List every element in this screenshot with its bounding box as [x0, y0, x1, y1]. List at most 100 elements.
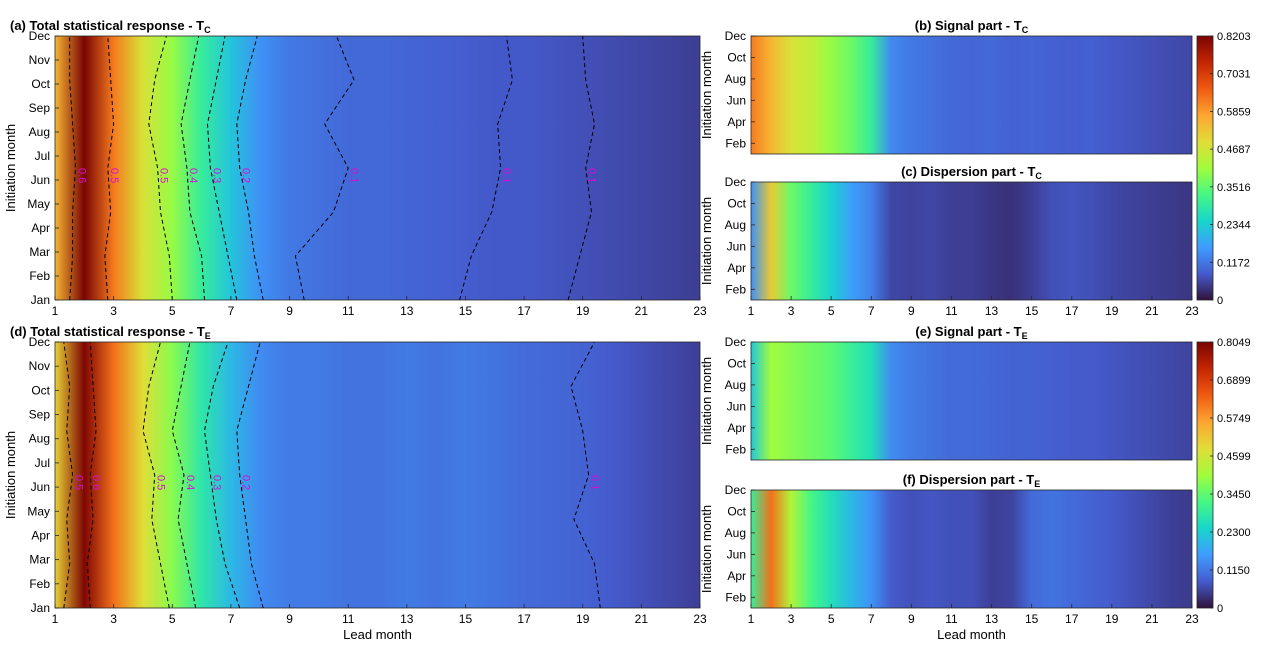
contour-label: 0.4: [187, 168, 199, 183]
y-tick-label: Mar: [29, 245, 50, 259]
contour-label: 0.1: [501, 168, 513, 183]
y-tick-label: Jan: [31, 293, 50, 307]
y-tick-label: Feb: [725, 442, 746, 456]
x-tick-label: 3: [110, 304, 117, 318]
panel-title: (a) Total statistical response - TC: [10, 18, 211, 35]
x-axis-label: Lead month: [343, 627, 412, 642]
y-tick-label: Jun: [31, 173, 50, 187]
y-tick-label: Oct: [727, 196, 746, 210]
contour-label: 0.1: [348, 168, 360, 183]
panel-title: (c) Dispersion part - TC: [901, 164, 1042, 181]
y-axis-label: Initiation month: [699, 51, 714, 139]
y-tick-label: Feb: [29, 269, 50, 283]
y-tick-label: Dec: [725, 29, 746, 43]
x-tick-label: 3: [788, 612, 795, 626]
heatmap-field-b: [751, 36, 1192, 154]
x-tick-label: 15: [1025, 304, 1039, 318]
y-tick-label: Dec: [725, 483, 746, 497]
contour-label: 0.2: [240, 475, 252, 490]
axes-frame: [750, 341, 1193, 461]
x-tick-label: 17: [1065, 304, 1079, 318]
y-tick-label: Oct: [31, 383, 50, 397]
y-axis-label: Initiation month: [3, 431, 18, 519]
contour-label: 0.6: [90, 475, 102, 490]
y-tick-label: Apr: [727, 569, 746, 583]
x-tick-label: 13: [985, 612, 999, 626]
y-tick-label: Apr: [31, 221, 50, 235]
y-tick-label: Sep: [29, 101, 51, 115]
colorbar-tick-label: 0.3516: [1217, 182, 1251, 194]
x-tick-label: 5: [828, 304, 835, 318]
y-tick-label: Sep: [29, 408, 51, 422]
x-tick-label: 3: [110, 612, 117, 626]
x-tick-label: 5: [828, 612, 835, 626]
colorbar-tick-label: 0.4687: [1217, 144, 1251, 156]
y-tick-label: Nov: [29, 359, 50, 373]
colorbar-tick-label: 0.7031: [1217, 69, 1251, 81]
x-tick-label: 21: [1145, 304, 1159, 318]
x-tick-label: 7: [228, 612, 235, 626]
contour-line: [171, 341, 197, 609]
x-tick-label: 19: [576, 612, 590, 626]
contour-label: 0.5: [73, 475, 85, 490]
x-tick-label: 11: [945, 612, 958, 626]
x-tick-label: 1: [52, 612, 59, 626]
colorbar-tick-label: 0: [1217, 295, 1223, 307]
y-tick-label: Oct: [727, 356, 746, 370]
panel-title: (e) Signal part - TE: [915, 324, 1027, 341]
x-tick-label: 23: [693, 304, 707, 318]
y-tick-label: Jun: [727, 93, 746, 107]
y-tick-label: Nov: [29, 53, 50, 67]
colorbar-tick-label: 0.6899: [1217, 375, 1251, 387]
x-tick-label: 21: [1145, 612, 1159, 626]
x-tick-label: 9: [908, 612, 915, 626]
y-tick-label: Jan: [31, 601, 50, 615]
colorbar-tick-label: 0.3450: [1217, 489, 1251, 501]
x-tick-label: 23: [693, 612, 707, 626]
colorbar-tick-label: 0.5859: [1217, 106, 1251, 118]
contour-line: [104, 35, 115, 301]
contour-line: [148, 35, 173, 301]
y-tick-label: Jul: [35, 149, 50, 163]
x-tick-label: 9: [286, 304, 293, 318]
colorbar-tick-label: 0.8049: [1217, 337, 1251, 349]
contour-label: 0.5: [108, 168, 120, 183]
contour-line: [567, 35, 596, 301]
y-tick-label: Oct: [727, 50, 746, 64]
x-tick-label: 15: [1025, 612, 1039, 626]
colorbar-tick-label: 0.4599: [1217, 451, 1251, 463]
y-tick-label: Oct: [31, 77, 50, 91]
x-tick-label: 5: [169, 612, 176, 626]
y-tick-label: Feb: [725, 590, 746, 604]
colorbar-tick-label: 0.1150: [1217, 565, 1250, 577]
contour-line: [142, 341, 170, 609]
x-tick-label: 15: [459, 304, 473, 318]
contour-label: 0.3: [210, 168, 222, 183]
colorbar-tick-label: 0.5749: [1217, 413, 1251, 425]
x-tick-label: 15: [459, 612, 473, 626]
colorbar-b: 0 0.1172 0.2344 0.3516 0.4687 0.5859 0.7031 0.8…: [1196, 31, 1251, 307]
x-tick-label: 23: [1185, 304, 1199, 318]
y-tick-label: Apr: [727, 421, 746, 435]
y-tick-label: Aug: [725, 526, 746, 540]
x-tick-label: 21: [635, 612, 649, 626]
contour-label: 0.6: [76, 168, 88, 183]
panel-c: (c) Dispersion part - TC Feb Apr Jun Aug Oct D…: [699, 164, 1199, 318]
x-tick-label: 17: [517, 304, 531, 318]
x-tick-label: 13: [985, 304, 999, 318]
x-tick-label: 19: [1105, 304, 1119, 318]
heatmap-field-f: [751, 490, 1192, 608]
colorbar-scale: [1196, 35, 1214, 301]
x-tick-label: 19: [576, 304, 590, 318]
heatmap-field-a: [55, 36, 700, 300]
contour-label: 0.5: [155, 475, 167, 490]
contour-line: [180, 35, 205, 301]
y-tick-label: Dec: [29, 29, 50, 43]
contour-line: [459, 35, 513, 301]
x-tick-label: 17: [1065, 612, 1079, 626]
x-tick-label: 9: [286, 612, 293, 626]
y-tick-label: Feb: [29, 577, 50, 591]
y-tick-label: Dec: [725, 175, 746, 189]
x-tick-label: 11: [342, 612, 355, 626]
contour-line: [236, 35, 264, 301]
